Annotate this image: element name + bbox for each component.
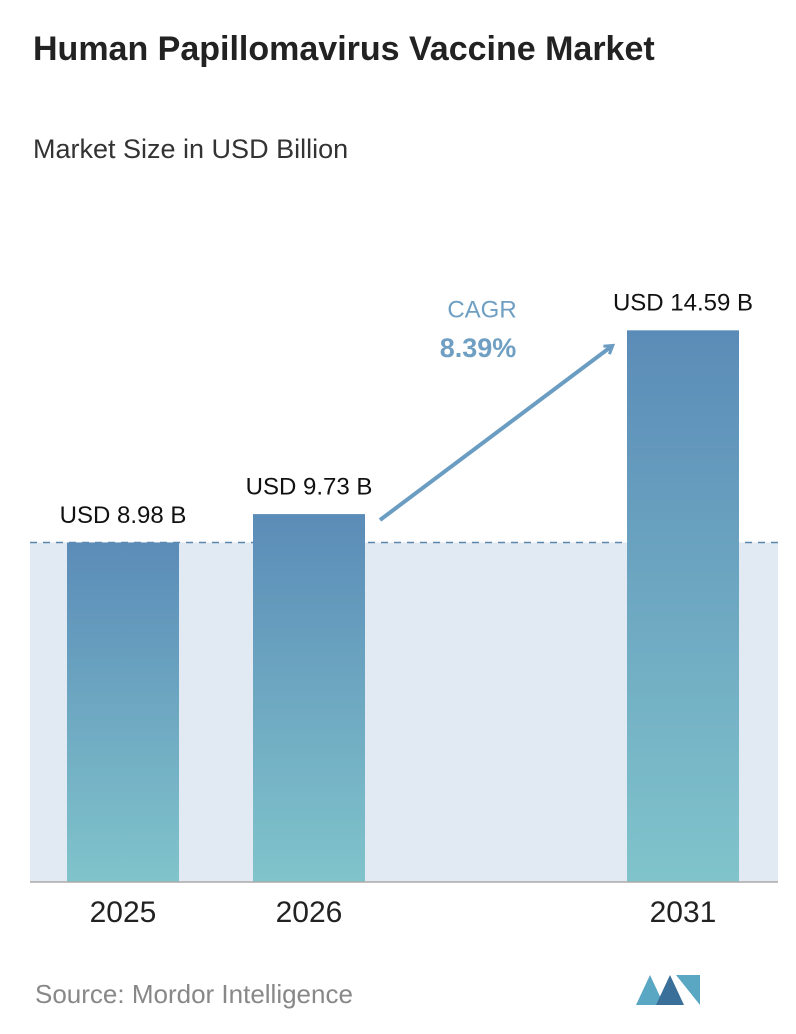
x-tick-label: 2025 <box>90 896 157 929</box>
value-label: USD 9.73 B <box>246 473 373 500</box>
chart-subtitle: Market Size in USD Billion <box>33 134 349 164</box>
x-tick-label: 2026 <box>276 896 343 929</box>
logo <box>636 975 700 1005</box>
x-tick-label: 2031 <box>650 896 717 929</box>
cagr-value: 8.39% <box>440 333 517 363</box>
cagr-arrow <box>378 346 612 522</box>
chart-title: Human Papillomavirus Vaccine Market <box>33 30 655 68</box>
bar <box>627 330 739 882</box>
cagr-label: CAGR <box>447 296 516 323</box>
source: Source: Mordor Intelligence <box>35 979 353 1009</box>
bar <box>253 514 365 882</box>
bar <box>67 542 179 882</box>
value-label: USD 8.98 B <box>60 502 187 529</box>
value-label: USD 14.59 B <box>613 290 753 317</box>
